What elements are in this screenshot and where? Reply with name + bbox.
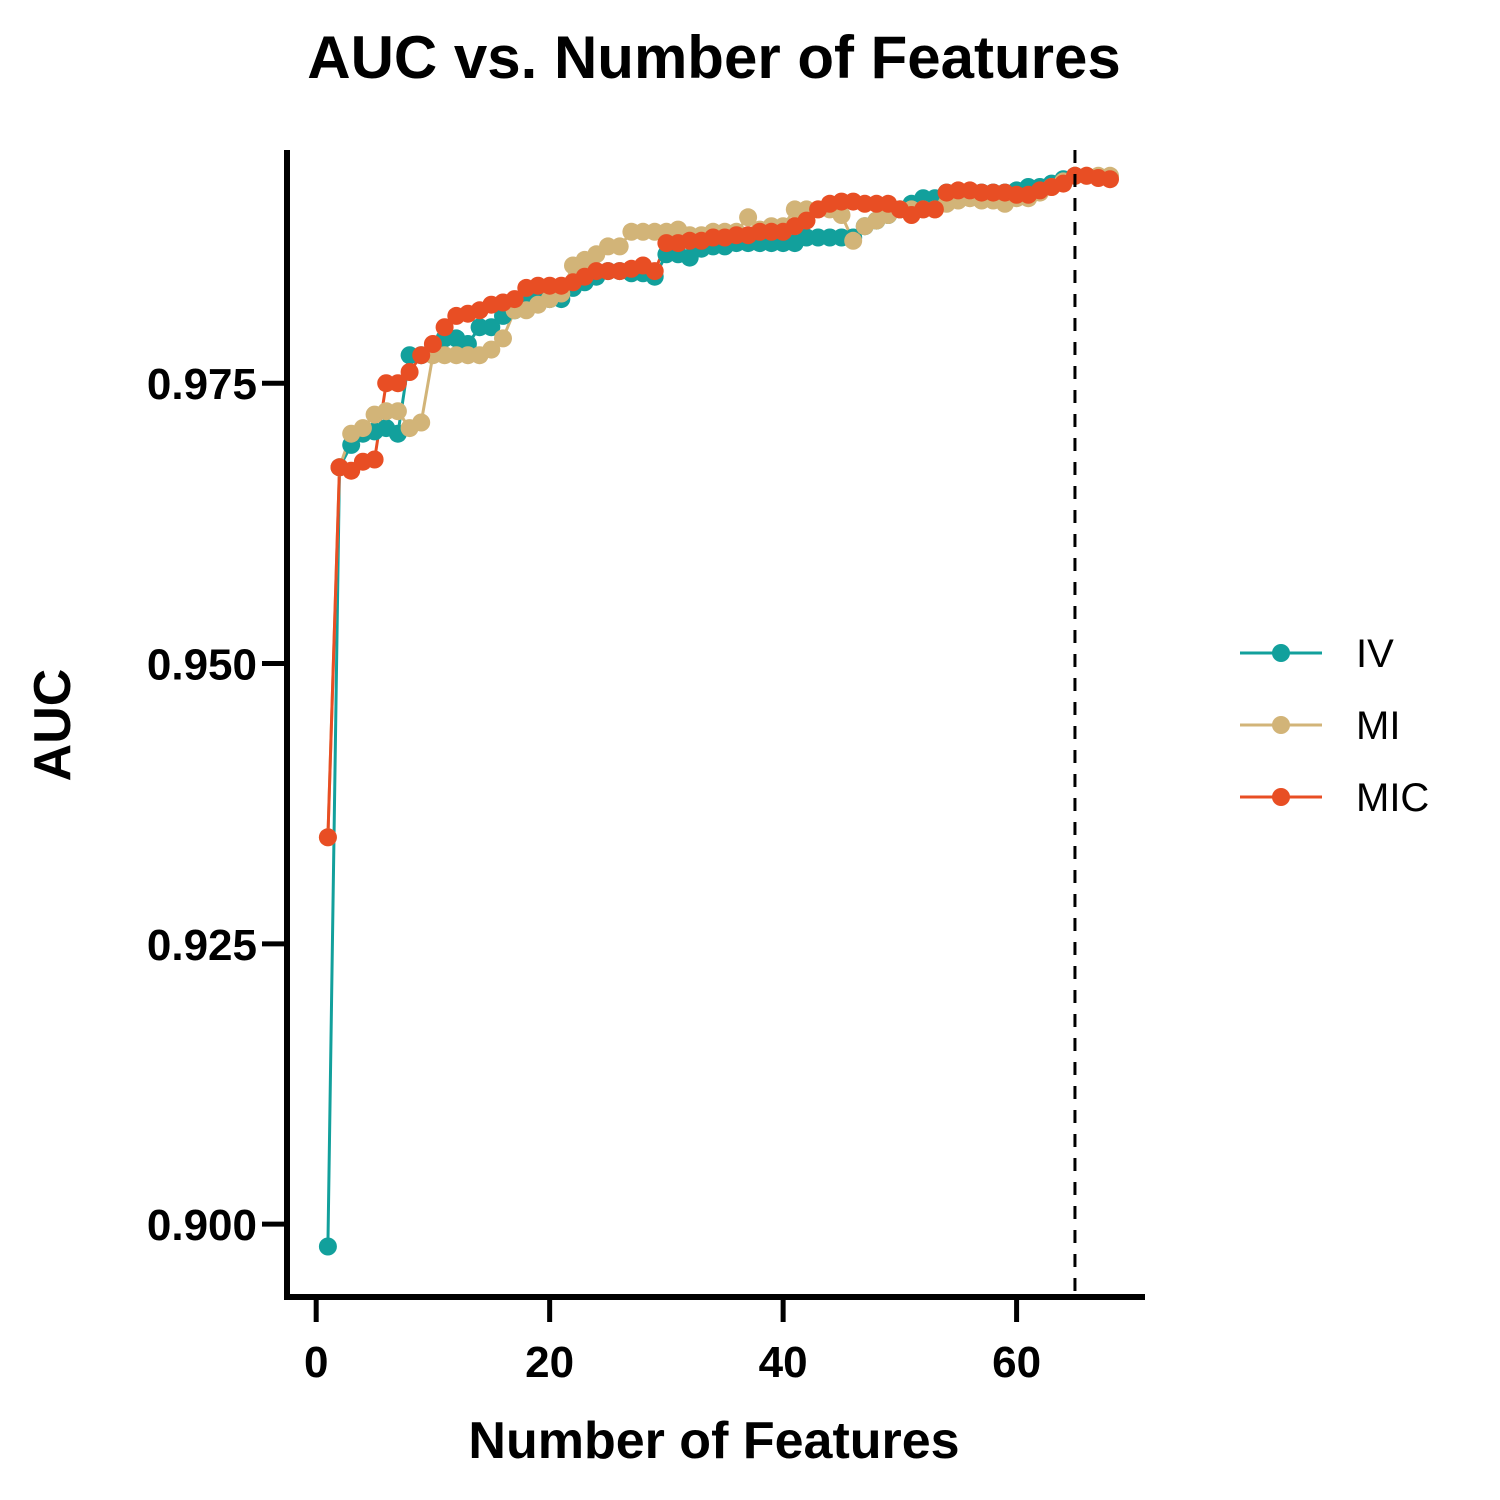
point-mic: [435, 318, 454, 337]
x-axis-ticks: 0 20 40 60: [304, 1297, 1041, 1387]
point-mi: [610, 237, 629, 256]
point-mic: [423, 335, 442, 353]
legend: IV MI MIC: [1240, 632, 1429, 820]
point-mic: [645, 262, 664, 281]
point-mic: [388, 374, 407, 393]
point-mi: [832, 206, 851, 224]
point-mi: [482, 340, 501, 359]
x-tick-label: 40: [759, 1338, 808, 1387]
point-mi: [494, 329, 512, 348]
point-mi: [412, 413, 431, 432]
y-tick-label: 0.975: [147, 360, 257, 409]
point-mi: [388, 402, 407, 421]
point-iv: [318, 1237, 337, 1256]
point-mic: [505, 290, 524, 309]
chart-title: AUC vs. Number of Features: [307, 24, 1121, 91]
point-mic: [1101, 170, 1119, 189]
x-tick-label: 0: [304, 1338, 328, 1387]
point-mic: [400, 363, 419, 381]
y-tick-label: 0.925: [147, 921, 257, 970]
y-tick-label: 0.950: [147, 641, 257, 690]
legend-marker-iv: [1272, 644, 1290, 662]
plot-points: [318, 166, 1119, 1256]
legend-marker-mi: [1272, 716, 1290, 734]
legend-marker-mic: [1272, 788, 1290, 806]
point-iv: [482, 318, 501, 337]
point-mic: [412, 346, 431, 365]
y-axis-title: AUC: [24, 669, 82, 782]
point-mi: [353, 419, 372, 438]
y-axis-ticks: 0.900 0.925 0.950 0.975: [147, 360, 287, 1250]
legend-label-mic: MIC: [1356, 776, 1429, 820]
series-line-mic: [326, 174, 1111, 838]
x-tick-label: 20: [525, 1338, 574, 1387]
y-tick-label: 0.900: [147, 1201, 257, 1250]
x-tick-label: 60: [992, 1338, 1041, 1387]
series-line-mi: [326, 174, 1110, 838]
legend-label-mi: MI: [1356, 704, 1400, 748]
point-mic: [365, 450, 384, 469]
point-mi: [739, 208, 758, 227]
point-mic: [797, 211, 816, 230]
point-mi: [844, 231, 863, 250]
x-axis-title: Number of Features: [468, 1412, 959, 1470]
point-mic: [318, 828, 337, 847]
legend-label-iv: IV: [1356, 632, 1394, 676]
point-mic: [925, 200, 944, 219]
